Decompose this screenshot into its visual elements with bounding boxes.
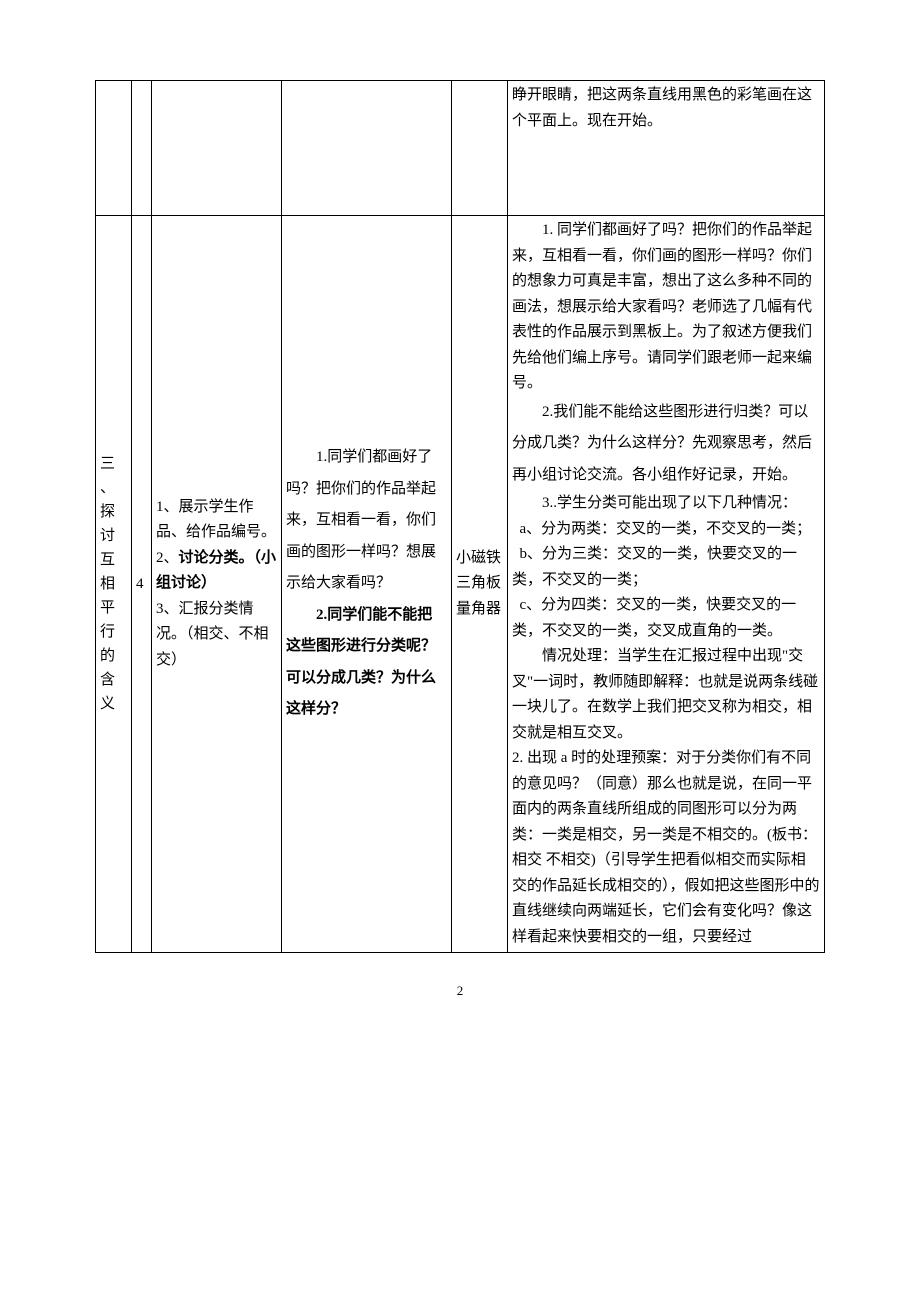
cell-activity [152,81,282,216]
activity-item: 3、汇报分类情况。（相交、不相交） [156,597,277,674]
material-item: 小磁铁 [456,546,503,572]
cell-detail: 睁开眼睛，把这两条直线用黑色的彩笔画在这个平面上。现在开始。 [508,81,825,216]
cell-detail: 1. 同学们都画好了吗？把你们的作品举起来，互相看一看，你们画的图形一样吗？你们… [508,216,825,953]
cell-section [96,81,132,216]
cell-teacher-talk: 1.同学们都画好了吗？把你们的作品举起来，互相看一看，你们画的图形一样吗？想展示… [282,216,452,953]
cell-activity: 1、展示学生作品、给作品编号。 2、讨论分类。（小组讨论） 3、汇报分类情况。（… [152,216,282,953]
teacher-paragraph-bold: 2.同学们能不能把这些图形进行分类呢？可以分成几类？为什么这样分？ [286,600,447,726]
cell-teacher-talk [282,81,452,216]
detail-paragraph: a、分为两类：交叉的一类，不交叉的一类； [512,517,820,543]
cell-duration [132,81,152,216]
table-row: 三、探讨互相平行的含义 4 1、展示学生作品、给作品编号。 2、讨论分类。（小组… [96,216,825,953]
activity-item: 1、展示学生作品、给作品编号。 [156,495,277,546]
activity-item: 2、讨论分类。（小组讨论） [156,546,277,597]
lesson-plan-table: 睁开眼睛，把这两条直线用黑色的彩笔画在这个平面上。现在开始。 三、探讨互相平行的… [95,80,825,953]
document-page: 睁开眼睛，把这两条直线用黑色的彩笔画在这个平面上。现在开始。 三、探讨互相平行的… [0,0,920,1039]
page-number: 2 [95,983,825,999]
detail-paragraph: c、分为四类：交叉的一类，快要交叉的一类，不交叉的一类，交叉成直角的一类。 [512,593,820,644]
detail-paragraph: 2.我们能不能给这些图形进行归类？可以分成几类？为什么这样分？先观察思考，然后再… [512,397,820,492]
detail-paragraph: 1. 同学们都画好了吗？把你们的作品举起来，互相看一看，你们画的图形一样吗？你们… [512,218,820,397]
cell-section: 三、探讨互相平行的含义 [96,216,132,953]
detail-paragraph: b、分为三类：交叉的一类，快要交叉的一类，不交叉的一类； [512,542,820,593]
cell-materials [452,81,508,216]
paragraph: 睁开眼睛，把这两条直线用黑色的彩笔画在这个平面上。现在开始。 [512,83,820,134]
material-item: 量角器 [456,597,503,623]
material-item: 三角板 [456,571,503,597]
detail-paragraph: 2. 出现 a 时的处理预案：对于分类你们有不同的意见吗？（同意）那么也就是说，… [512,746,820,950]
duration-value: 4 [136,576,144,592]
cell-materials: 小磁铁 三角板 量角器 [452,216,508,953]
detail-paragraph: 情况处理：当学生在汇报过程中出现"交叉"一词时，教师随即解释：也就是说两条线碰一… [512,644,820,746]
section-title: 三、探讨互相平行的含义 [100,456,115,712]
table-row: 睁开眼睛，把这两条直线用黑色的彩笔画在这个平面上。现在开始。 [96,81,825,216]
teacher-paragraph: 1.同学们都画好了吗？把你们的作品举起来，互相看一看，你们画的图形一样吗？想展示… [286,442,447,600]
detail-paragraph: 3..学生分类可能出现了以下几种情况： [512,491,820,517]
cell-duration: 4 [132,216,152,953]
